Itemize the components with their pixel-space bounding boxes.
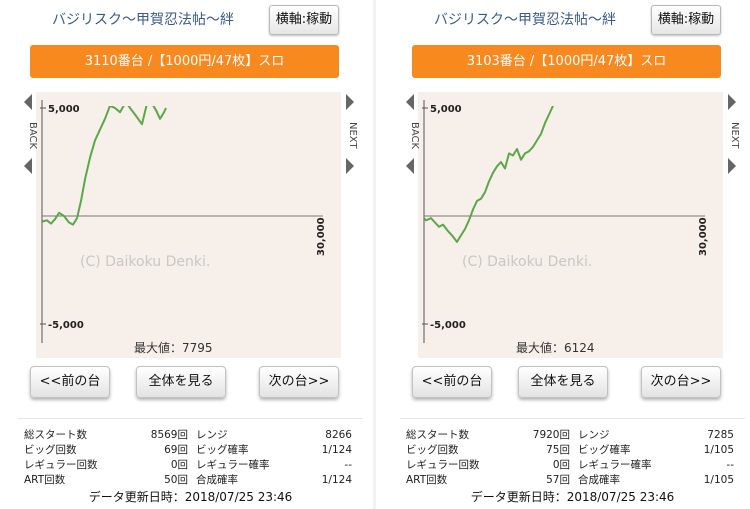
next-machine-button[interactable]: 次の台>> <box>641 366 721 398</box>
stats-table: 総スタート数 7920回 レンジ 7285 ビッグ回数 75回 ビッグ確率 1/105 レギ… <box>406 428 734 488</box>
stat-label: レンジ <box>196 429 228 441</box>
stat-value: -- <box>726 459 734 471</box>
stat-label: ビッグ回数 <box>406 444 459 456</box>
plot-background <box>418 92 723 358</box>
stat-value: 1/105 <box>703 474 734 486</box>
stat-row: ART回数 57回 合成確率 1/105 <box>406 473 734 488</box>
stat-row: ビッグ回数 75回 ビッグ確率 1/105 <box>406 443 734 458</box>
back-arrow-icon <box>406 94 414 110</box>
next-arrow-icon <box>728 94 736 110</box>
prev-machine-button[interactable]: <<前の台 <box>30 366 110 398</box>
axis-toggle-button[interactable]: 横軸:稼動 <box>651 5 721 35</box>
next-machine-button[interactable]: 次の台>> <box>259 366 339 398</box>
stat-label: 総スタート数 <box>24 429 87 441</box>
stat-value: 69回 <box>164 444 188 456</box>
y-tick-label: 5,000 <box>48 104 80 115</box>
stat-value: 7920回 <box>532 429 570 441</box>
back-arrow-icon <box>24 94 32 110</box>
machine-title: バジリスク〜甲賀忍法帖〜絆 <box>52 12 234 28</box>
stat-label: ART回数 <box>24 474 66 486</box>
next-label: NEXT <box>729 122 740 149</box>
stat-label: レギュラー確率 <box>196 459 270 471</box>
stat-row: 総スタート数 7920回 レンジ 7285 <box>406 428 734 443</box>
stat-label: レギュラー回数 <box>406 459 480 471</box>
stat-value: 1/124 <box>321 444 352 456</box>
stat-label: 合成確率 <box>578 474 620 486</box>
machine-banner: 3103番台 /【1000円/47枚】スロ <box>412 45 721 78</box>
stat-value: 57回 <box>546 474 570 486</box>
view-all-button[interactable]: 全体を見る <box>136 366 226 398</box>
x-tick-label: 30,000 <box>316 217 327 256</box>
stat-label: ビッグ回数 <box>24 444 77 456</box>
x-tick-label: 30,000 <box>698 217 709 256</box>
stat-row: レギュラー回数 0回 レギュラー確率 -- <box>24 458 352 473</box>
stat-value: 1/124 <box>321 474 352 486</box>
stat-value: 8266 <box>325 429 352 441</box>
updated-timestamp: データ更新日時：2018/07/25 23:46 <box>470 490 675 504</box>
plot-background <box>36 92 341 358</box>
stat-value: 7285 <box>707 429 734 441</box>
slump-graph: 5,000 -5,000 30,000 BACK NEXT (C) Daikoku Den… <box>18 88 363 363</box>
stat-label: レンジ <box>578 429 610 441</box>
slump-graph-svg: 5,000 -5,000 30,000 BACK NEXT (C) Daikoku Den… <box>24 92 358 358</box>
stat-label: レギュラー回数 <box>24 459 98 471</box>
stat-value: 8569回 <box>150 429 188 441</box>
next-arrow-icon <box>346 158 354 174</box>
updated-timestamp: データ更新日時：2018/07/25 23:46 <box>88 490 293 504</box>
stat-value: 50回 <box>164 474 188 486</box>
stat-value: 75回 <box>546 444 570 456</box>
stats-divider <box>18 418 363 419</box>
axis-toggle-button[interactable]: 横軸:稼動 <box>269 5 339 35</box>
stat-label: ビッグ確率 <box>578 444 631 456</box>
stat-row: ビッグ回数 69回 ビッグ確率 1/124 <box>24 443 352 458</box>
machine-panel-right: バジリスク〜甲賀忍法帖〜絆 横軸:稼動 3103番台 /【1000円/47枚】ス… <box>400 0 745 509</box>
y-tick-label: 5,000 <box>430 104 462 115</box>
slump-graph-svg: 5,000 -5,000 30,000 BACK NEXT (C) Daikoku Den… <box>406 92 740 358</box>
stat-label: ビッグ確率 <box>196 444 249 456</box>
stat-value: 0回 <box>170 459 188 471</box>
back-label: BACK <box>409 122 420 150</box>
stat-label: レギュラー確率 <box>578 459 652 471</box>
slump-graph: 5,000 -5,000 30,000 BACK NEXT (C) Daikoku Den… <box>400 88 745 363</box>
watermark-text: (C) Daikoku Denki. <box>462 254 592 270</box>
next-arrow-icon <box>346 94 354 110</box>
machine-banner: 3110番台 /【1000円/47枚】スロ <box>30 45 339 78</box>
stat-value: 1/105 <box>703 444 734 456</box>
stat-value: -- <box>344 459 352 471</box>
stat-row: ART回数 50回 合成確率 1/124 <box>24 473 352 488</box>
max-value-label: 最大値：7795 <box>134 340 213 355</box>
back-arrow-icon <box>24 158 32 174</box>
max-value-label: 最大値：6124 <box>516 340 595 355</box>
stat-label: 合成確率 <box>196 474 238 486</box>
stats-table: 総スタート数 8569回 レンジ 8266 ビッグ回数 69回 ビッグ確率 1/124 レギ… <box>24 428 352 488</box>
next-label: NEXT <box>347 122 358 149</box>
back-label: BACK <box>27 122 38 150</box>
stat-value: 0回 <box>552 459 570 471</box>
stat-label: ART回数 <box>406 474 448 486</box>
balance-series-line <box>424 106 554 243</box>
stat-row: 総スタート数 8569回 レンジ 8266 <box>24 428 352 443</box>
stat-label: 総スタート数 <box>406 429 469 441</box>
stats-divider <box>400 418 745 419</box>
panel-divider <box>373 0 376 509</box>
machine-title: バジリスク〜甲賀忍法帖〜絆 <box>434 12 616 28</box>
y-tick-label: -5,000 <box>430 320 466 331</box>
machine-panel-left: バジリスク〜甲賀忍法帖〜絆 横軸:稼動 3110番台 /【1000円/47枚】ス… <box>18 0 363 509</box>
back-arrow-icon <box>406 158 414 174</box>
stat-row: レギュラー回数 0回 レギュラー確率 -- <box>406 458 734 473</box>
watermark-text: (C) Daikoku Denki. <box>80 254 210 270</box>
y-tick-label: -5,000 <box>48 320 84 331</box>
balance-series-line <box>42 106 167 226</box>
next-arrow-icon <box>728 158 736 174</box>
view-all-button[interactable]: 全体を見る <box>518 366 608 398</box>
prev-machine-button[interactable]: <<前の台 <box>412 366 492 398</box>
